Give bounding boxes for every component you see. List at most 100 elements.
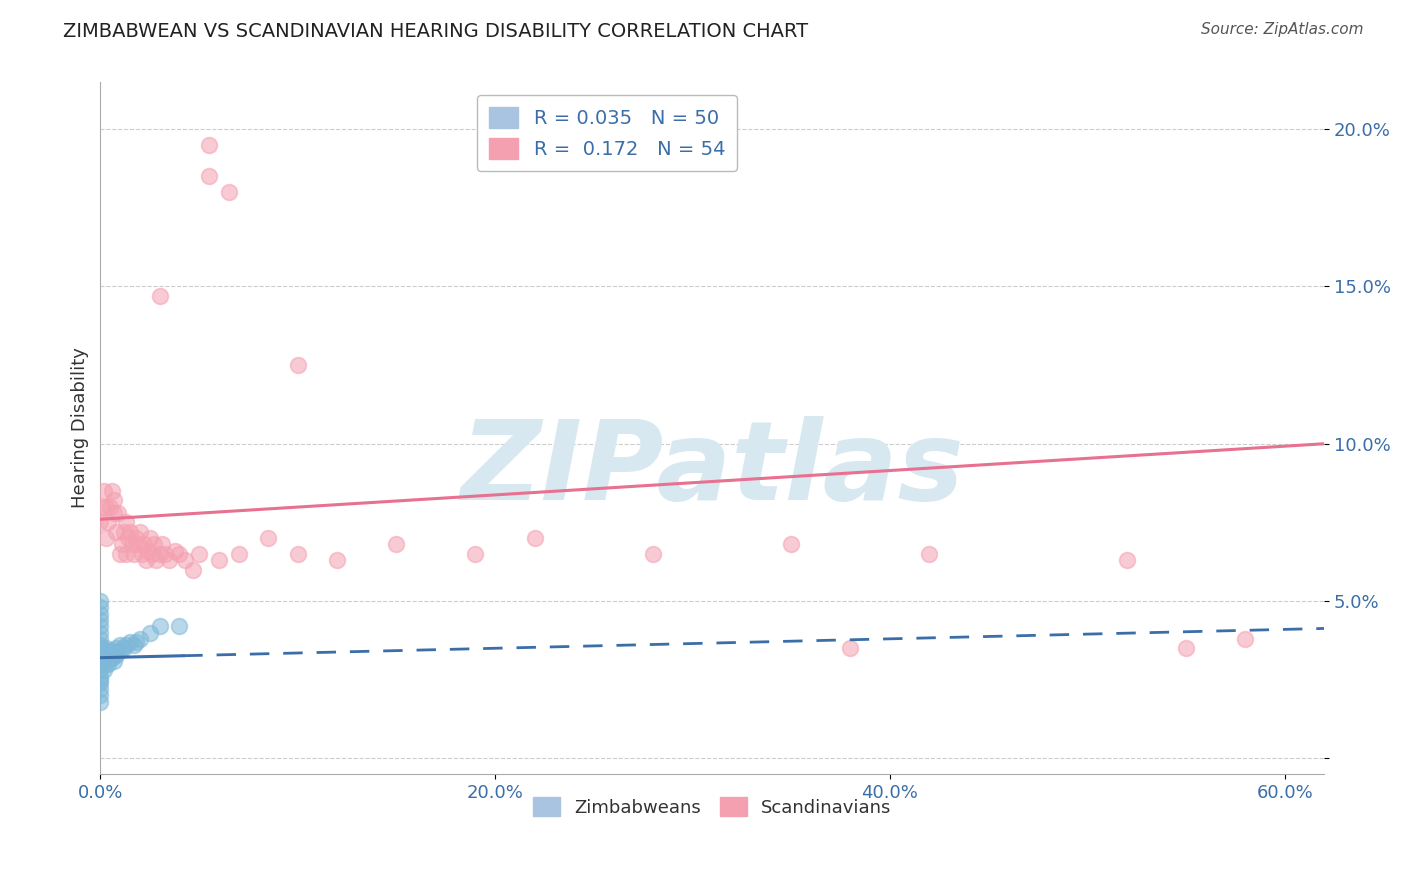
Point: [89, 625, 111, 640]
Point: [107, 644, 129, 658]
Point: [96, 641, 118, 656]
Point: [839, 641, 862, 656]
Point: [918, 547, 941, 561]
Point: [138, 531, 160, 545]
Point: [89, 607, 111, 621]
Point: [89, 516, 111, 530]
Point: [135, 553, 157, 567]
Point: [105, 524, 128, 539]
Point: [98, 644, 121, 658]
Point: [326, 553, 349, 567]
Point: [464, 547, 486, 561]
Point: [181, 563, 204, 577]
Point: [93, 644, 115, 658]
Point: [148, 619, 170, 633]
Point: [125, 635, 148, 649]
Point: [89, 644, 111, 658]
Text: ZIPatlas: ZIPatlas: [460, 416, 965, 523]
Point: [91, 650, 114, 665]
Point: [118, 635, 141, 649]
Point: [115, 547, 138, 561]
Point: [112, 524, 135, 539]
Point: [103, 506, 125, 520]
Point: [105, 641, 128, 656]
Point: [115, 516, 138, 530]
Point: [218, 185, 240, 199]
Text: Source: ZipAtlas.com: Source: ZipAtlas.com: [1201, 22, 1364, 37]
Point: [105, 648, 128, 662]
Point: [96, 531, 118, 545]
Point: [89, 638, 111, 652]
Point: [122, 547, 145, 561]
Point: [101, 650, 124, 665]
Point: [101, 644, 124, 658]
Point: [148, 547, 170, 561]
Point: [97, 648, 120, 662]
Point: [128, 524, 150, 539]
Point: [169, 547, 191, 561]
Point: [208, 553, 231, 567]
Point: [131, 547, 153, 561]
Point: [188, 547, 211, 561]
Point: [89, 650, 111, 665]
Point: [150, 537, 173, 551]
Point: [1234, 632, 1257, 646]
Point: [103, 493, 125, 508]
Point: [89, 619, 111, 633]
Point: [89, 663, 111, 677]
Point: [108, 644, 131, 658]
Point: [257, 531, 280, 545]
Point: [159, 553, 181, 567]
Point: [112, 641, 135, 656]
Point: [89, 657, 111, 671]
Point: [96, 500, 118, 514]
Point: [118, 524, 141, 539]
Point: [107, 506, 129, 520]
Point: [97, 516, 120, 530]
Point: [174, 553, 197, 567]
Point: [91, 641, 114, 656]
Point: [198, 169, 221, 184]
Point: [96, 657, 118, 671]
Point: [287, 547, 309, 561]
Point: [103, 648, 125, 662]
Point: [127, 537, 149, 551]
Point: [780, 537, 803, 551]
Point: [91, 500, 114, 514]
Point: [96, 650, 118, 665]
Point: [89, 670, 111, 684]
Text: ZIMBABWEAN VS SCANDINAVIAN HEARING DISABILITY CORRELATION CHART: ZIMBABWEAN VS SCANDINAVIAN HEARING DISAB…: [63, 22, 808, 41]
Point: [287, 358, 309, 372]
Point: [117, 531, 139, 545]
Point: [523, 531, 546, 545]
Point: [136, 543, 159, 558]
Point: [89, 632, 111, 646]
Point: [125, 531, 148, 545]
Point: [132, 537, 155, 551]
Point: [89, 594, 111, 608]
Point: [228, 547, 250, 561]
Point: [1115, 553, 1137, 567]
Point: [155, 547, 177, 561]
Point: [385, 537, 408, 551]
Point: [142, 537, 165, 551]
Point: [98, 650, 121, 665]
Point: [148, 289, 170, 303]
Point: [93, 654, 115, 668]
Point: [103, 654, 125, 668]
Point: [138, 625, 160, 640]
Point: [89, 641, 111, 656]
Point: [108, 638, 131, 652]
Point: [93, 483, 115, 498]
Point: [145, 553, 167, 567]
Point: [89, 689, 111, 703]
Point: [115, 638, 138, 652]
Point: [169, 619, 191, 633]
Point: [89, 613, 111, 627]
Point: [108, 547, 131, 561]
Point: [141, 547, 163, 561]
Point: [89, 648, 111, 662]
Y-axis label: Hearing Disability: Hearing Disability: [72, 348, 89, 508]
Point: [89, 673, 111, 687]
Point: [98, 500, 121, 514]
